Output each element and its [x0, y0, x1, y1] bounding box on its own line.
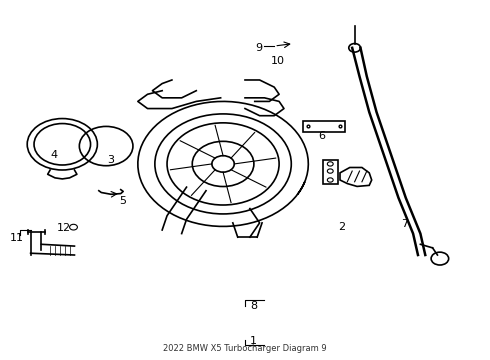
Text: 5: 5: [119, 197, 126, 206]
Text: 11: 11: [10, 233, 24, 243]
Text: 2: 2: [338, 222, 345, 232]
Bar: [323, 160, 338, 184]
Text: 7: 7: [401, 219, 408, 229]
Text: 9: 9: [255, 43, 262, 53]
Text: 8: 8: [250, 301, 257, 311]
Bar: [303, 121, 345, 132]
Text: 4: 4: [50, 150, 57, 160]
Text: 10: 10: [271, 57, 285, 66]
Text: 3: 3: [107, 156, 115, 165]
Text: 2022 BMW X5 Turbocharger Diagram 9: 2022 BMW X5 Turbocharger Diagram 9: [163, 344, 327, 353]
Text: 12: 12: [57, 223, 71, 233]
Text: 1: 1: [250, 337, 257, 346]
Text: 6: 6: [318, 131, 325, 141]
